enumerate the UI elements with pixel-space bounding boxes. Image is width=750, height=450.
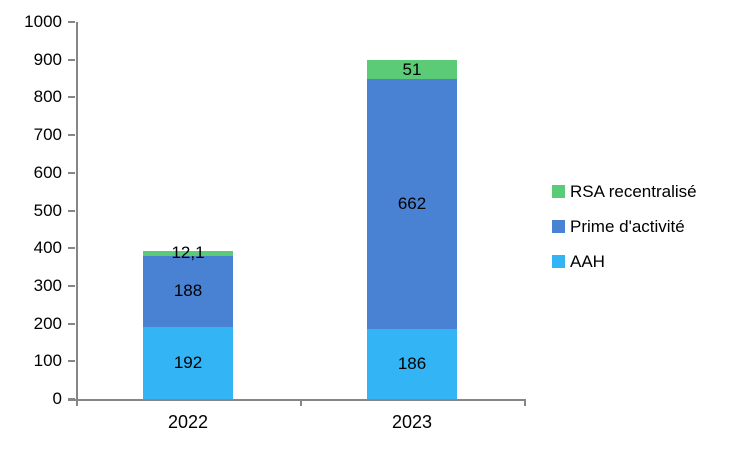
bar-segment-rsa-recentralis- — [143, 251, 233, 256]
bar-segment-aah — [143, 326, 233, 399]
y-axis-tick — [68, 322, 75, 325]
y-axis-tick — [68, 134, 75, 137]
y-axis-tick-label: 600 — [33, 162, 62, 182]
legend-swatch — [552, 185, 565, 198]
legend-label: Prime d'activité — [570, 216, 685, 236]
legend-item: RSA recentralisé — [552, 174, 697, 209]
bar-segment-aah — [367, 328, 457, 399]
y-axis-tick-label: 100 — [33, 351, 62, 371]
legend-item: AAH — [552, 244, 697, 279]
y-axis-tick-label: 800 — [33, 87, 62, 107]
x-axis-tick — [524, 400, 526, 406]
y-axis-tick — [68, 209, 75, 212]
legend: RSA recentralisé Prime d'activité AAH — [552, 174, 697, 279]
y-axis-tick — [68, 58, 75, 61]
bar-segment-prime-d-activit- — [143, 255, 233, 327]
y-axis-tick-label: 1000 — [24, 12, 62, 31]
bar-value-label: 662 — [397, 194, 427, 214]
y-axis-tick — [68, 284, 75, 287]
legend-label: AAH — [570, 251, 605, 271]
x-axis-tick — [76, 400, 78, 406]
legend-swatch — [552, 220, 565, 233]
y-axis-tick-label: 500 — [33, 200, 62, 220]
y-axis-tick-label: 200 — [33, 313, 62, 333]
legend-label: RSA recentralisé — [570, 181, 697, 201]
bar-value-label: 186 — [397, 353, 427, 373]
y-axis-tick — [68, 360, 75, 363]
y-axis-line — [76, 22, 78, 405]
y-axis-tick — [68, 171, 75, 174]
y-axis-tick-label: 900 — [33, 49, 62, 69]
bar-segment-prime-d-activit- — [367, 79, 457, 329]
y-axis-tick — [68, 96, 75, 99]
x-axis-category-label: 2023 — [391, 412, 433, 432]
y-axis-tick-label: 300 — [33, 275, 62, 295]
x-axis-line — [68, 399, 526, 401]
legend-item: Prime d'activité — [552, 209, 697, 244]
x-axis-category-label: 2022 — [167, 412, 209, 432]
bar-segment-rsa-recentralis- — [367, 60, 457, 80]
bar-value-label: 12,1 — [171, 243, 205, 263]
bar-value-label: 188 — [173, 281, 203, 301]
y-axis-tick-label: 0 — [52, 389, 62, 408]
legend-swatch — [552, 255, 565, 268]
x-axis-tick — [300, 400, 302, 406]
y-axis-tick-label: 400 — [33, 238, 62, 258]
bar-value-label: 192 — [173, 352, 203, 372]
bar-value-label: 51 — [402, 59, 422, 79]
y-axis-tick — [68, 21, 75, 23]
y-axis-tick-label: 700 — [33, 125, 62, 145]
y-axis-tick — [68, 247, 75, 250]
